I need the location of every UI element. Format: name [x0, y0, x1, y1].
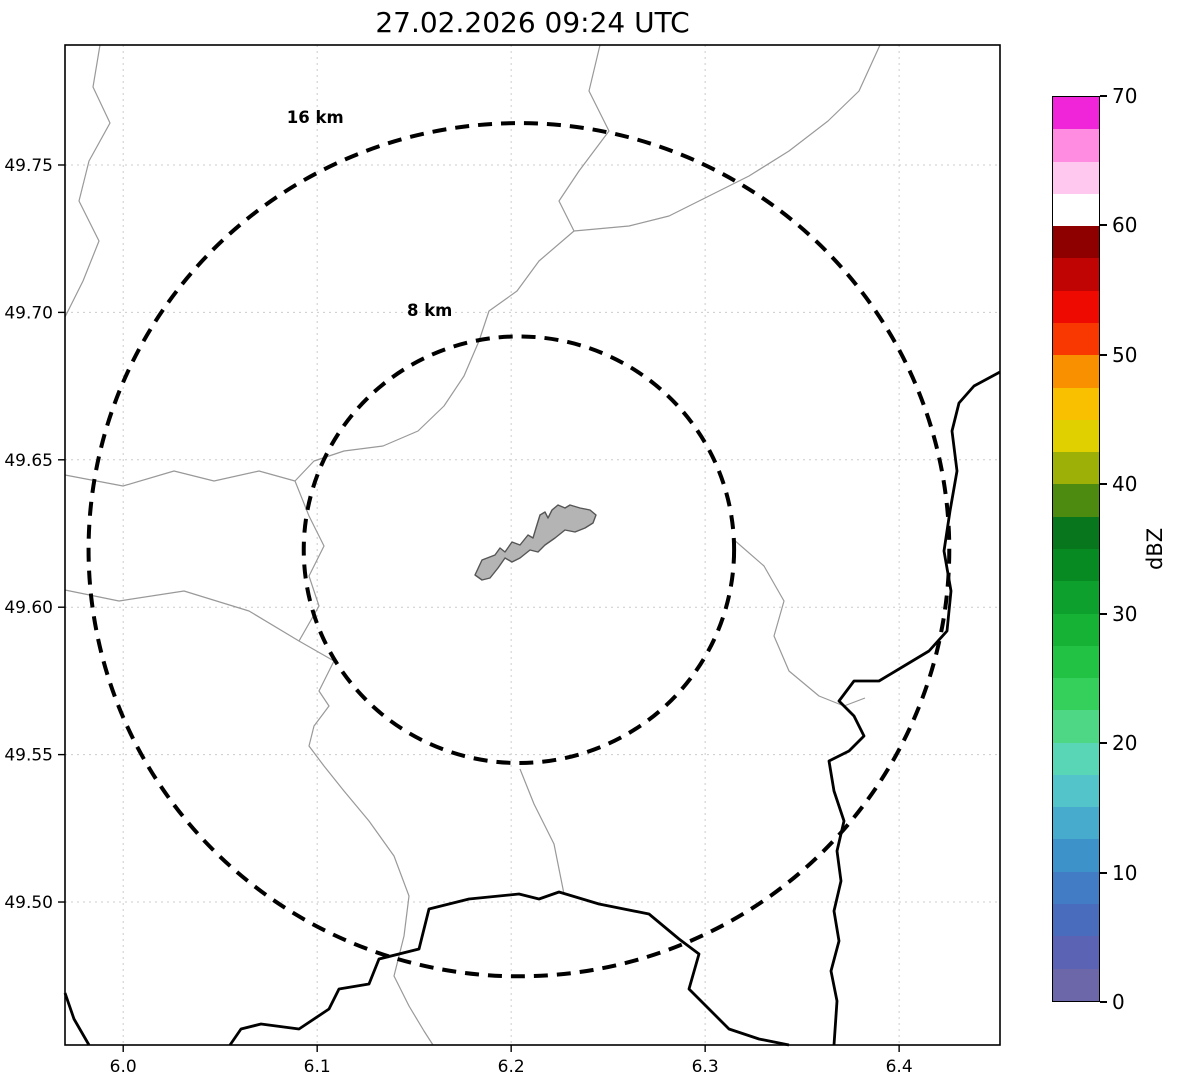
- admin-border-line: [519, 768, 565, 895]
- colorbar-band: [1053, 226, 1099, 259]
- colorbar-band: [1053, 742, 1099, 775]
- colorbar-tickmark: [1100, 612, 1107, 615]
- colorbar-tick-label: 50: [1112, 342, 1138, 367]
- colorbar-band: [1053, 936, 1099, 969]
- colorbar-tick-label: 10: [1112, 860, 1138, 885]
- colorbar-band: [1053, 904, 1099, 937]
- admin-border-line: [64, 589, 434, 1046]
- colorbar-band: [1053, 968, 1099, 1001]
- colorbar-band: [1053, 484, 1099, 517]
- colorbar-band: [1053, 839, 1099, 872]
- axes-spine: [64, 44, 1001, 1046]
- range-ring: [86, 121, 952, 979]
- admin-border-line: [573, 44, 881, 232]
- admin-border-line: [294, 44, 610, 482]
- colorbar-band: [1053, 548, 1099, 582]
- colorbar-tickmark: [1100, 871, 1107, 874]
- colorbar-band: [1053, 452, 1099, 485]
- colorbar-tickmark: [1100, 224, 1107, 227]
- y-tick-label: 49.55: [4, 746, 53, 766]
- colorbar: [1052, 96, 1100, 1002]
- colorbar-band: [1053, 678, 1099, 711]
- colorbar-band: [1053, 645, 1099, 679]
- country-border-line: [228, 890, 790, 1047]
- y-tick-label: 49.65: [4, 451, 53, 471]
- admin-border-line: [64, 470, 296, 487]
- colorbar-band: [1053, 516, 1099, 549]
- range-ring: [301, 334, 737, 766]
- colorbar-band: [1053, 710, 1099, 743]
- x-tick-label: 6.0: [110, 1057, 137, 1077]
- colorbar-band: [1053, 613, 1099, 646]
- colorbar-tick-label: 20: [1112, 731, 1138, 756]
- colorbar-tickmark: [1100, 742, 1107, 745]
- colorbar-band: [1053, 387, 1099, 420]
- colorbar-tick-label: 0: [1112, 990, 1125, 1014]
- colorbar-band: [1053, 355, 1099, 388]
- x-tick-label: 6.2: [498, 1057, 525, 1077]
- y-tick-label: 49.50: [4, 893, 53, 913]
- x-tick-label: 6.4: [886, 1057, 913, 1077]
- colorbar-band: [1053, 290, 1099, 323]
- colorbar-tick-label: 60: [1112, 213, 1138, 238]
- admin-border-line: [732, 538, 866, 707]
- colorbar-band: [1053, 193, 1099, 227]
- colorbar-band: [1053, 774, 1099, 808]
- colorbar-band: [1053, 129, 1099, 162]
- country-border-line: [63, 992, 91, 1046]
- y-tick-label: 49.75: [4, 156, 53, 176]
- colorbar-tickmark: [1100, 1001, 1107, 1003]
- colorbar-tick-label: 40: [1112, 472, 1138, 497]
- colorbar-tickmark: [1100, 353, 1107, 356]
- map-plot: 16 km 8 km 6.0 6.1 6.2 6.3 6.4 49.50 49.55 49.60 4…: [4, 44, 1001, 1077]
- x-tick-label: 6.1: [304, 1057, 331, 1077]
- range-ring-label: 16 km: [287, 108, 344, 127]
- colorbar-band: [1053, 871, 1099, 905]
- colorbar-band: [1053, 807, 1099, 840]
- range-ring-label: 8 km: [407, 301, 452, 320]
- y-tick-label: 49.60: [4, 598, 53, 618]
- country-border-line: [827, 370, 1001, 1046]
- admin-border-line: [64, 44, 111, 318]
- colorbar-band: [1053, 258, 1099, 291]
- y-tick-label: 49.70: [4, 303, 53, 323]
- colorbar-tickmark: [1100, 95, 1107, 97]
- colorbar-tick-label: 70: [1112, 84, 1138, 108]
- x-tick-label: 6.3: [692, 1057, 719, 1077]
- colorbar-band: [1053, 419, 1099, 453]
- colorbar-band: [1053, 581, 1099, 614]
- admin-border-line: [294, 480, 325, 642]
- colorbar-bands: [1053, 97, 1099, 1001]
- colorbar-label: dBZ: [1143, 527, 1167, 571]
- colorbar-band: [1053, 161, 1099, 194]
- city-boundary-polygon: [474, 504, 597, 581]
- colorbar-band: [1053, 322, 1099, 356]
- chart-title: 27.02.2026 09:24 UTC: [375, 6, 690, 39]
- colorbar-tickmark: [1100, 483, 1107, 486]
- colorbar-tick-label: 30: [1112, 601, 1138, 626]
- colorbar-band: [1053, 97, 1099, 130]
